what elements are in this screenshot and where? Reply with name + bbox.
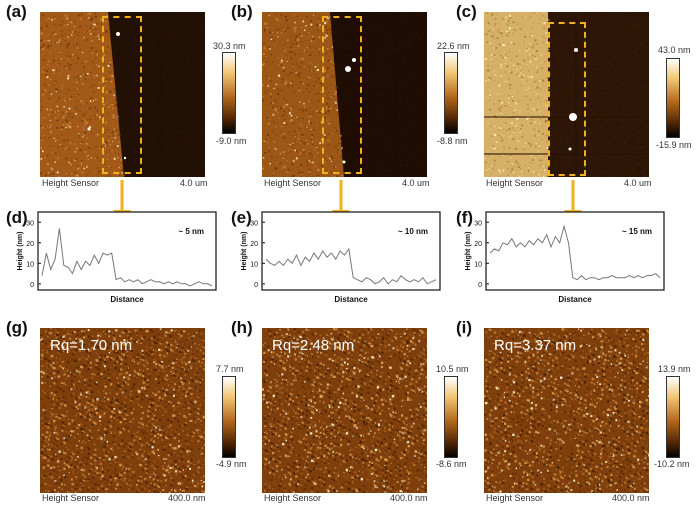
panel-label-i: (i) <box>456 318 473 337</box>
y-axis-label: Height (nm) <box>17 232 24 271</box>
caption-c-right: 4.0 um <box>624 178 652 188</box>
caption-i-left: Height Sensor <box>486 493 544 503</box>
y-tick-label: 10 <box>474 261 482 268</box>
profile-line <box>41 228 213 287</box>
profile-plot-e: 30 20 10 0 Height (nm) Distance ~ 10 nm <box>241 211 441 304</box>
y-tick-label: 0 <box>254 282 258 289</box>
y-tick-label: 20 <box>26 241 34 248</box>
y-tick-label: 0 <box>478 282 482 289</box>
colorbar-h <box>444 376 458 458</box>
y-tick-label: 30 <box>474 220 482 227</box>
rq-value-i: Rq=3.37 nm <box>494 337 577 354</box>
colorbar-i-max: 13.9 nm <box>658 364 691 374</box>
afm-image-b <box>262 12 427 177</box>
colorbar-i <box>666 376 680 458</box>
plot-frame <box>261 211 441 291</box>
colorbar-c-max: 43.0 nm <box>658 45 691 55</box>
caption-a-left: Height Sensor <box>42 178 100 188</box>
scan-region-box-b <box>322 16 362 174</box>
y-tick-label: 20 <box>250 241 258 248</box>
panel-label-a: (a) <box>6 2 27 21</box>
colorbar-a <box>222 52 236 134</box>
colorbar-g <box>222 376 236 458</box>
colorbar-g-max: 7.7 nm <box>216 364 244 374</box>
panel-label-h: (h) <box>231 318 253 337</box>
panel-label-f: (f) <box>456 208 473 227</box>
colorbar-b-min: -8.8 nm <box>437 136 468 146</box>
y-tick-label: 0 <box>30 282 34 289</box>
caption-h-right: 400.0 nm <box>390 493 428 503</box>
rq-value-g: Rq=1.70 nm <box>50 337 133 354</box>
x-axis-label: Distance <box>334 295 368 304</box>
caption-b-right: 4.0 um <box>402 178 430 188</box>
colorbar-h-min: -8.6 nm <box>436 459 467 469</box>
profile-line <box>489 224 661 281</box>
colorbar-h-max: 10.5 nm <box>436 364 469 374</box>
caption-a-right: 4.0 um <box>180 178 208 188</box>
y-tick-label: 20 <box>474 241 482 248</box>
panel-label-c: (c) <box>456 2 477 21</box>
plot-frame <box>37 211 217 291</box>
afm-image-g <box>40 328 205 493</box>
colorbar-c-min: -15.9 nm <box>656 140 692 150</box>
caption-g-right: 400.0 nm <box>168 493 206 503</box>
panel-label-b: (b) <box>231 2 253 21</box>
y-tick-label: 30 <box>26 220 34 227</box>
colorbar-c <box>666 58 680 138</box>
height-step-annotation: ~ 15 nm <box>622 227 652 236</box>
caption-b-left: Height Sensor <box>264 178 322 188</box>
height-step-annotation: ~ 10 nm <box>398 227 428 236</box>
panel-label-g: (g) <box>6 318 28 337</box>
colorbar-g-min: -4.9 nm <box>216 459 247 469</box>
caption-i-right: 400.0 nm <box>612 493 650 503</box>
x-axis-label: Distance <box>558 295 592 304</box>
profile-plot-f: 30 20 10 0 Height (nm) Distance ~ 15 nm <box>465 211 665 304</box>
y-axis-label: Height (nm) <box>241 232 248 271</box>
y-tick-label: 10 <box>250 261 258 268</box>
colorbar-i-min: -10.2 nm <box>654 459 690 469</box>
x-axis-label: Distance <box>110 295 144 304</box>
colorbar-b <box>444 52 458 134</box>
colorbar-b-max: 22.6 nm <box>437 41 470 51</box>
panel-label-d: (d) <box>6 208 28 227</box>
rq-value-h: Rq=2.48 nm <box>272 337 355 354</box>
profile-plot-d: 30 20 10 0 Height (nm) Distance ~ 5 nm <box>17 211 217 304</box>
y-tick-label: 10 <box>26 261 34 268</box>
scan-region-box-c <box>548 22 586 176</box>
caption-g-left: Height Sensor <box>42 493 100 503</box>
panel-label-e: (e) <box>231 208 252 227</box>
afm-image-c <box>484 12 649 177</box>
scan-region-box-a <box>102 16 142 174</box>
colorbar-a-max: 30.3 nm <box>213 41 246 51</box>
caption-c-left: Height Sensor <box>486 178 544 188</box>
y-tick-label: 30 <box>250 220 258 227</box>
afm-image-i <box>484 328 649 493</box>
afm-image-h <box>262 328 427 493</box>
y-axis-label: Height (nm) <box>465 232 472 271</box>
profile-line <box>265 247 437 285</box>
height-step-annotation: ~ 5 nm <box>178 227 204 236</box>
caption-h-left: Height Sensor <box>264 493 322 503</box>
colorbar-a-min: -9.0 nm <box>216 136 247 146</box>
